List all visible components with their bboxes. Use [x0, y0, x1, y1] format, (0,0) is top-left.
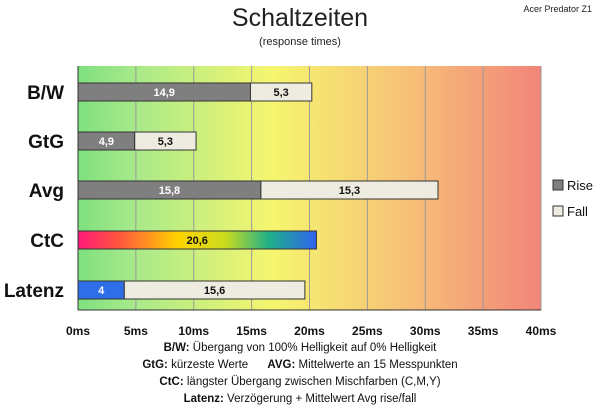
legend-label: Rise	[567, 178, 593, 193]
caption-bw-text: Übergang von 100% Helligkeit auf 0% Hell…	[189, 342, 437, 354]
bar-fall	[134, 131, 197, 151]
bar-value-label: 15,3	[339, 185, 360, 197]
bar-value-label: 15,6	[204, 285, 225, 297]
x-tick-label: 5ms	[124, 324, 148, 338]
x-tick-label: 20ms	[294, 324, 325, 338]
x-tick-label: 35ms	[468, 324, 499, 338]
bar-value-label: 5,3	[158, 136, 173, 148]
caption-latenz-term: Latenz:	[183, 393, 224, 405]
bar-value-label: 14,9	[154, 87, 175, 99]
monitor-model-label: Acer Predator Z1	[523, 4, 592, 14]
x-tick-label: 0ms	[66, 324, 90, 338]
caption-ctc-term: CtC:	[159, 376, 184, 388]
category-label: B/W	[27, 83, 64, 104]
caption-gtg-avg: GtG: kürzeste Werte AVG: Mittelwerte an …	[0, 359, 600, 371]
bar-value-label: 4	[98, 285, 105, 297]
bar-value-label: 20,6	[187, 235, 208, 247]
bar-value-label: 15,8	[159, 185, 180, 197]
category-label: GtG	[28, 132, 64, 153]
bar-ctc	[77, 230, 317, 250]
category-label: Latenz	[4, 281, 64, 302]
caption-latenz: Latenz: Verzögerung + Mittelwert Avg ris…	[0, 393, 600, 405]
caption-gtg-text: kürzeste Werte	[167, 359, 249, 371]
legend-label: Fall	[567, 204, 588, 219]
caption-avg-term: AVG:	[267, 359, 296, 371]
legend-swatch	[552, 179, 564, 191]
bar-fall	[260, 180, 439, 200]
caption-ctc: CtC: längster Übergang zwischen Mischfar…	[0, 376, 600, 388]
legend-swatch	[552, 205, 564, 217]
caption-avg-text: Mittelwerte an 15 Messpunkten	[295, 359, 458, 371]
caption-bw: B/W: Übergang von 100% Helligkeit auf 0%…	[0, 342, 600, 354]
category-label: CtC	[30, 231, 64, 252]
caption-ctc-text: längster Übergang zwischen Mischfarben (…	[183, 376, 441, 388]
bar-value-label: 5,3	[273, 87, 288, 99]
x-tick-label: 10ms	[178, 324, 209, 338]
legend: Rise Fall	[552, 178, 593, 219]
chart-title: Schaltzeiten	[231, 4, 369, 32]
chart-subtitle: (response times)	[259, 36, 341, 48]
caption-latenz-text: Verzögerung + Mittelwert Avg rise/fall	[223, 393, 417, 405]
x-tick-label: 30ms	[410, 324, 441, 338]
caption-bw-term: B/W:	[163, 342, 190, 354]
x-tick-label: 25ms	[352, 324, 383, 338]
category-labels: B/W GtG Avg CtC Latenz	[4, 83, 64, 302]
bar-fall	[123, 280, 306, 300]
x-tick-label: 15ms	[236, 324, 267, 338]
bar-value-label: 4,9	[99, 136, 114, 148]
caption-gtg-term: GtG:	[142, 359, 168, 371]
bars: 14,9 5,3 4,9 5,3 15,8 15,3 20,6 4 15,6	[77, 82, 439, 300]
bar-fall	[249, 82, 313, 102]
x-tick-labels: 0ms 5ms 10ms 15ms 20ms 25ms 30ms 35ms 40ms	[66, 324, 557, 338]
x-tick-label: 40ms	[526, 324, 557, 338]
category-label: Avg	[29, 181, 64, 202]
